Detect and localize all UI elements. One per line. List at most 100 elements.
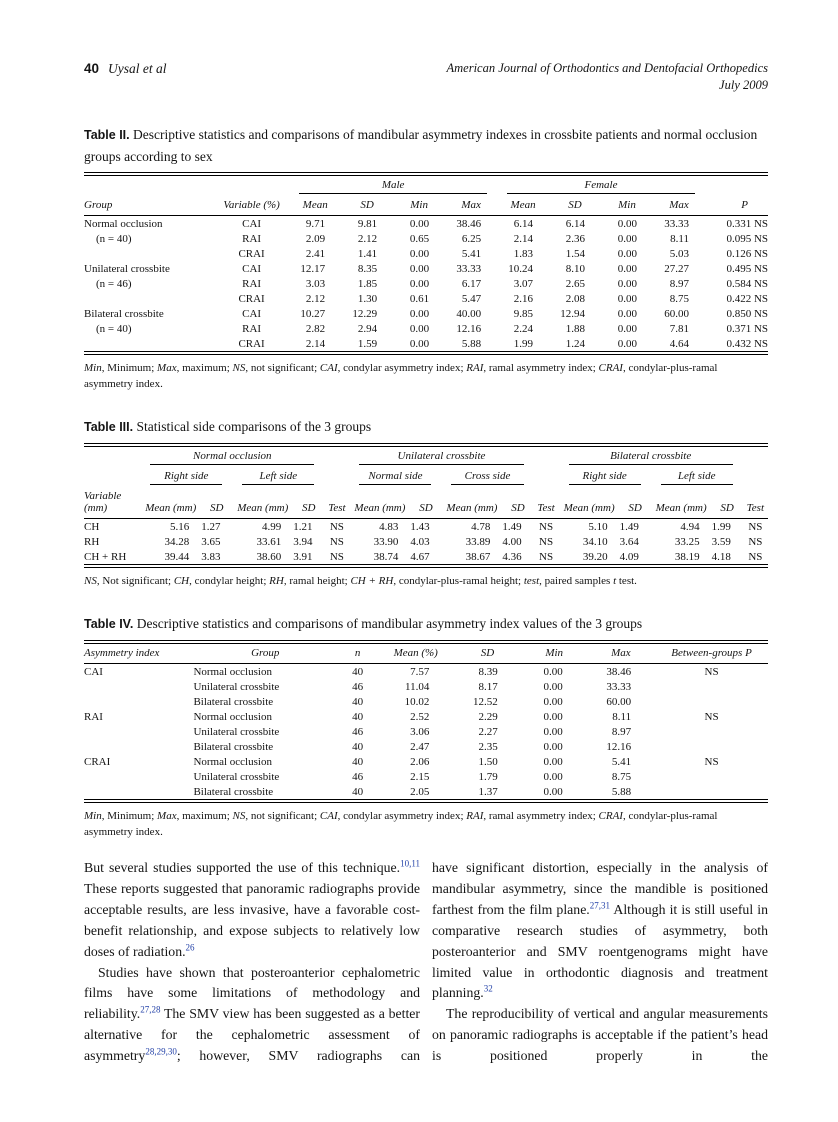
spacer-cell bbox=[534, 467, 559, 487]
table-cell: 0.00 bbox=[409, 217, 430, 230]
citation-link[interactable]: 10,11 bbox=[400, 858, 420, 869]
table-cell: NS bbox=[748, 520, 763, 533]
table-cell: 1.59 bbox=[357, 337, 378, 350]
table-cell: 1.41 bbox=[357, 247, 378, 260]
table-cell: 38.74 bbox=[373, 550, 399, 563]
table-3-label: Table III. bbox=[84, 420, 134, 434]
table-cell: 0.00 bbox=[617, 322, 637, 335]
table-row: CH + RH 39.44 3.83 38.60 3.91 NS 38.74 4.67 38.6… bbox=[84, 549, 768, 564]
column-header: Between-groups P bbox=[655, 644, 768, 664]
table-cell: 10.27 bbox=[300, 307, 326, 320]
table-cell: 33.89 bbox=[465, 535, 491, 548]
table-cell: 2.14 bbox=[513, 232, 534, 245]
table-cell: 0.00 bbox=[543, 680, 563, 693]
citation-link[interactable]: 26 bbox=[185, 942, 195, 953]
table-2-label: Table II. bbox=[84, 128, 130, 142]
table-cell: (n = 40) bbox=[96, 232, 132, 245]
table-cell: 0.495 NS bbox=[726, 262, 768, 275]
column-header: Min bbox=[601, 196, 653, 216]
table-cell bbox=[655, 784, 768, 799]
table-cell bbox=[655, 739, 768, 754]
side-spanner: Right side bbox=[140, 467, 232, 487]
table-cell: 2.82 bbox=[305, 322, 326, 335]
table-top-rule bbox=[84, 172, 768, 176]
table-row: Unilateral crossbite CAI 12.17 8.35 0.00 33.3… bbox=[84, 261, 768, 276]
citation-link[interactable]: 32 bbox=[483, 983, 493, 994]
table-cell: 3.59 bbox=[711, 535, 731, 548]
table-cell: 6.17 bbox=[461, 277, 482, 290]
table-4-label: Table IV. bbox=[84, 617, 134, 631]
citation-link[interactable]: 28,29,30 bbox=[145, 1046, 177, 1057]
column-header: Variable (mm) bbox=[84, 487, 141, 519]
table-cell: 33.61 bbox=[256, 535, 282, 548]
column-header: Mean (mm) bbox=[558, 487, 620, 519]
table-3-caption-text: Statistical side comparisons of the 3 gr… bbox=[136, 419, 372, 434]
table-cell: 2.15 bbox=[410, 770, 430, 783]
table-cell: 3.91 bbox=[293, 550, 313, 563]
table-row: Bilateral crossbite 40 10.02 12.52 0.00 60.00 bbox=[84, 694, 768, 709]
citation-link[interactable]: 27,31 bbox=[589, 900, 611, 911]
table-cell: 0.00 bbox=[543, 770, 563, 783]
citation-link[interactable]: 27,28 bbox=[140, 1004, 161, 1015]
table-cell bbox=[84, 694, 193, 709]
table-cell: 40 bbox=[352, 755, 364, 768]
table-cell: 7.57 bbox=[410, 665, 430, 678]
table-cell: 40 bbox=[352, 695, 364, 708]
table-cell: 6.14 bbox=[513, 217, 534, 230]
table-row: CH 5.16 1.27 4.99 1.21 NS 4.83 1.43 4.78 1.49 NS 5.… bbox=[84, 519, 768, 535]
table-cell: 1.85 bbox=[357, 277, 378, 290]
table-cell: 12.17 bbox=[300, 262, 326, 275]
table-cell bbox=[655, 694, 768, 709]
table-cell: 4.78 bbox=[471, 520, 491, 533]
table-cell: Unilateral crossbite bbox=[193, 680, 280, 693]
column-header: SD bbox=[293, 487, 325, 519]
table-row: CRAI 2.12 1.30 0.61 5.47 2.16 2.08 0.00 8.75 0.42… bbox=[84, 291, 768, 306]
table-cell: 39.20 bbox=[582, 550, 608, 563]
table-row: RAI Normal occlusion 40 2.52 2.29 0.00 8.11 NS bbox=[84, 709, 768, 724]
table-cell: 4.00 bbox=[502, 535, 522, 548]
table-cell: RAI bbox=[84, 710, 103, 723]
abbreviation: CH bbox=[173, 575, 190, 587]
table-row: (n = 46) RAI 3.03 1.85 0.00 6.17 3.07 2.65 0.00 8… bbox=[84, 276, 768, 291]
column-header-row: Variable (mm) Mean (mm) SD Mean (mm) SD … bbox=[84, 487, 768, 519]
table-cell: 27.27 bbox=[664, 262, 689, 275]
table-cell: 12.16 bbox=[606, 740, 632, 753]
table-cell: 8.97 bbox=[611, 725, 632, 738]
table-3-body: CH 5.16 1.27 4.99 1.21 NS 4.83 1.43 4.78 1.49 NS 5.… bbox=[84, 519, 768, 565]
table-row: Unilateral crossbite 46 2.15 1.79 0.00 8.75 bbox=[84, 769, 768, 784]
table-cell: 11.04 bbox=[404, 680, 430, 693]
table-cell: 33.33 bbox=[606, 680, 632, 693]
spacer-cell bbox=[534, 447, 559, 467]
abbreviation: t bbox=[613, 575, 617, 587]
table-4-section: Table IV. Descriptive statistics and com… bbox=[84, 613, 768, 840]
abbreviation: RAI bbox=[466, 362, 484, 374]
table-cell: Normal occlusion bbox=[193, 665, 272, 678]
table-cell: 0.00 bbox=[543, 755, 563, 768]
table-row: (n = 40) RAI 2.09 2.12 0.65 6.25 2.14 2.36 0.00 8… bbox=[84, 231, 768, 246]
table-bottom-rule bbox=[84, 799, 768, 803]
column-header: Max bbox=[445, 196, 498, 216]
table-cell: 2.27 bbox=[478, 725, 498, 738]
table-cell bbox=[84, 246, 214, 261]
table-cell: 40 bbox=[352, 740, 364, 753]
column-header: Min bbox=[521, 644, 587, 664]
table-cell: CRAI bbox=[238, 247, 265, 260]
table-cell: Normal occlusion bbox=[84, 217, 163, 230]
table-cell: 0.00 bbox=[543, 725, 563, 738]
table-cell: 0.00 bbox=[409, 337, 430, 350]
table-cell: CAI bbox=[242, 262, 262, 275]
column-header: n bbox=[337, 644, 379, 664]
table-cell: 0.65 bbox=[409, 232, 430, 245]
table-row: Unilateral crossbite 46 3.06 2.27 0.00 8.97 bbox=[84, 724, 768, 739]
table-cell: (n = 46) bbox=[96, 277, 132, 290]
table-cell: 0.00 bbox=[543, 710, 563, 723]
table-cell: 3.64 bbox=[619, 535, 639, 548]
table-cell: 5.47 bbox=[461, 292, 482, 305]
spacer-cell bbox=[324, 467, 349, 487]
table-cell: 8.35 bbox=[357, 262, 378, 275]
column-header: Mean (mm) bbox=[140, 487, 202, 519]
table-cell: 2.36 bbox=[565, 232, 586, 245]
table-cell: 1.54 bbox=[565, 247, 586, 260]
body-text: But several studies supported the use of… bbox=[84, 858, 768, 1067]
table-cell: 5.88 bbox=[461, 337, 482, 350]
